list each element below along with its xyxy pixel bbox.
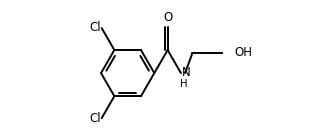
Text: N: N [182,66,191,79]
Text: OH: OH [234,46,252,59]
Text: H: H [180,79,188,89]
Text: Cl: Cl [89,21,101,34]
Text: O: O [163,11,172,24]
Text: Cl: Cl [89,112,101,125]
